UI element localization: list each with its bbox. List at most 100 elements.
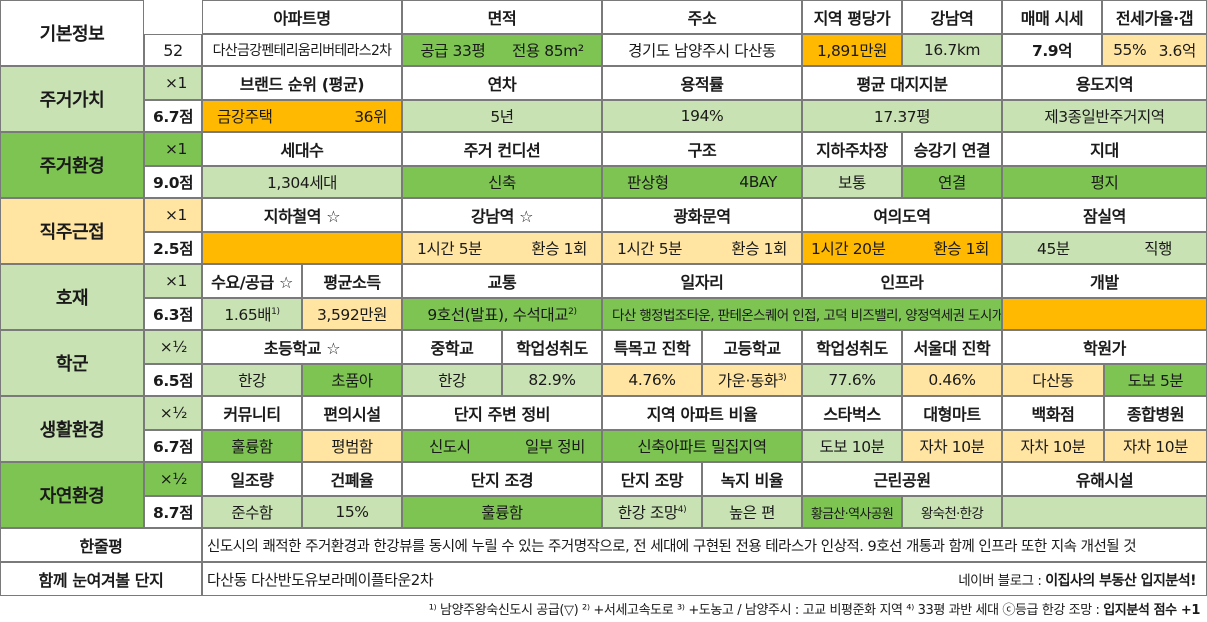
multiplier-life-env: ×½ (144, 396, 202, 430)
header-high: 고등학교 (702, 330, 802, 364)
blog-source-prefix: 네이버 블로그 : (958, 572, 1046, 589)
multiplier-nature-env: ×½ (144, 462, 202, 496)
header-supply-demand: 수요/공급 ☆ (202, 264, 302, 298)
gwanghwamun-transfer: 환승 1회 (731, 240, 787, 258)
score-school: 6.5점 (144, 364, 202, 396)
header-parking: 지하주차장 (802, 132, 902, 166)
header-condition: 주거 컨디션 (402, 132, 602, 166)
section-label-living-value: 주거가치 (0, 66, 144, 132)
view-cell: 한강 조망 4) (602, 496, 702, 528)
section-label-living-env: 주거환경 (0, 132, 144, 198)
dev-cell (1002, 298, 1207, 330)
header-transport: 교통 (402, 264, 602, 298)
header-dev: 개발 (1002, 264, 1207, 298)
header-yeouido: 여의도역 (802, 198, 1002, 232)
landscaping: 훌륭함 (402, 496, 602, 528)
entry-number: 52 (144, 34, 202, 66)
score-living-env: 9.0점 (144, 166, 202, 198)
mart: 자차 10분 (902, 430, 1002, 462)
section-label-commute: 직주근접 (0, 198, 144, 264)
header-snu: 서울대 진학 (902, 330, 1002, 364)
convenience: 평범함 (302, 430, 402, 462)
compare-cell: 다산동 다산반도유보라메이플타운2차 네이버 블로그 : 이집사의 부동산 입지… (202, 562, 1207, 596)
header-elevator: 승강기 연결 (902, 132, 1002, 166)
structure-type: 판상형 (627, 174, 669, 192)
header-convenience: 편의시설 (302, 396, 402, 430)
section-label-school: 학군 (0, 330, 144, 396)
park-a: 황금산·역사공원 (802, 496, 902, 528)
bays: 4BAY (739, 173, 777, 191)
middle-achievement: 82.9% (502, 364, 602, 396)
transport-cell: 9호선(발표), 수석대교 2) (402, 298, 602, 330)
gwanghwamun-time: 1시간 5분 (617, 240, 683, 258)
hazard (1002, 496, 1207, 528)
blog-name: 이집사의 부동산 입지분석! (1045, 572, 1196, 589)
supply-note: 1) (271, 307, 280, 317)
header-jobs: 일자리 (602, 264, 802, 298)
elementary-type: 초품아 (302, 364, 402, 396)
transport-note: 2) (568, 307, 577, 317)
header-jamsil: 잠실역 (1002, 198, 1207, 232)
transport: 9호선(발표), 수석대교 (427, 306, 569, 324)
header-area: 면적 (402, 0, 602, 34)
sunlight: 준수함 (202, 496, 302, 528)
footnote-bold: 입지분석 점수 +1 (1103, 603, 1200, 618)
far: 194% (602, 100, 802, 132)
jeonse-cell: 55% 3.6억 (1102, 34, 1207, 66)
hospital: 자차 10분 (1104, 430, 1207, 462)
header-middle: 중학교 (402, 330, 502, 364)
elevator: 연결 (902, 166, 1002, 198)
compare-label: 함께 눈여겨볼 단지 (0, 562, 202, 596)
high-school: 가운·동화 (717, 372, 778, 390)
header-terrain: 지대 (1002, 132, 1207, 166)
header-sale-price: 매매 시세 (1002, 0, 1102, 34)
header-structure: 구조 (602, 132, 802, 166)
header-gangnam-station: 강남역 ☆ (402, 198, 602, 232)
header-land-share: 평균 대지지분 (802, 66, 1002, 100)
gangnam-commute-cell: 1시간 5분 환승 1회 (402, 232, 602, 264)
score-living-value: 6.7점 (144, 100, 202, 132)
score-life-env: 6.7점 (144, 430, 202, 462)
yeouido-transfer: 환승 1회 (933, 240, 989, 258)
high-achievement: 77.6% (802, 364, 902, 396)
section-label-development: 호재 (0, 264, 144, 330)
header-coverage: 건폐율 (302, 462, 402, 496)
footnote: ¹⁾ 남양주왕숙신도시 공급(▽) ²⁾ +서세고속도로 ³⁾ +도농고 / 남… (0, 600, 1201, 622)
area-exclusive: 전용 85m² (511, 42, 584, 60)
section-label-nature-env: 자연환경 (0, 462, 144, 528)
header-infra: 인프라 (802, 264, 1002, 298)
households: 1,304세대 (202, 166, 402, 198)
age: 5년 (402, 100, 602, 132)
gangnam-distance: 16.7km (902, 34, 1002, 66)
special-high-rate: 4.76% (602, 364, 702, 396)
gwanghwamun-commute-cell: 1시간 5분 환승 1회 (602, 232, 802, 264)
header-apartment-name: 아파트명 (202, 0, 402, 34)
score-nature-env: 8.7점 (144, 496, 202, 528)
terrain: 평지 (1002, 166, 1207, 198)
area-supply: 공급 33평 (420, 42, 486, 60)
surroundings-a: 신도시 (429, 438, 471, 456)
sale-price: 7.9억 (1002, 34, 1102, 66)
score-development: 6.3점 (144, 298, 202, 330)
zoning: 제3종일반주거지역 (1002, 100, 1207, 132)
section-label-basic: 기본정보 (0, 0, 144, 66)
score-commute: 2.5점 (144, 232, 202, 264)
department-store: 자차 10분 (1002, 430, 1104, 462)
jeonse-rate: 55% (1113, 41, 1147, 59)
header-department: 백화점 (1002, 396, 1104, 430)
supply-ratio-cell: 1.65배 1) (202, 298, 302, 330)
brand-name: 금강주택 (217, 108, 273, 126)
starbucks: 도보 10분 (802, 430, 902, 462)
footnote-text: ¹⁾ 남양주왕숙신도시 공급(▽) ²⁾ +서세고속도로 ³⁾ +도농고 / 남… (428, 603, 1104, 618)
brand-cell: 금강주택 36위 (202, 100, 402, 132)
income: 3,592만원 (302, 298, 402, 330)
supply-ratio: 1.65배 (224, 306, 272, 324)
header-brand-rank: 브랜드 순위 (평균) (202, 66, 402, 100)
parking: 보통 (802, 166, 902, 198)
header-elementary: 초등학교 ☆ (202, 330, 402, 364)
header-far: 용적률 (602, 66, 802, 100)
multiplier-commute: ×1 (144, 198, 202, 232)
yeouido-time: 1시간 20분 (811, 240, 886, 258)
gap-amount: 3.6억 (1158, 42, 1197, 60)
snu-rate: 0.46% (902, 364, 1002, 396)
